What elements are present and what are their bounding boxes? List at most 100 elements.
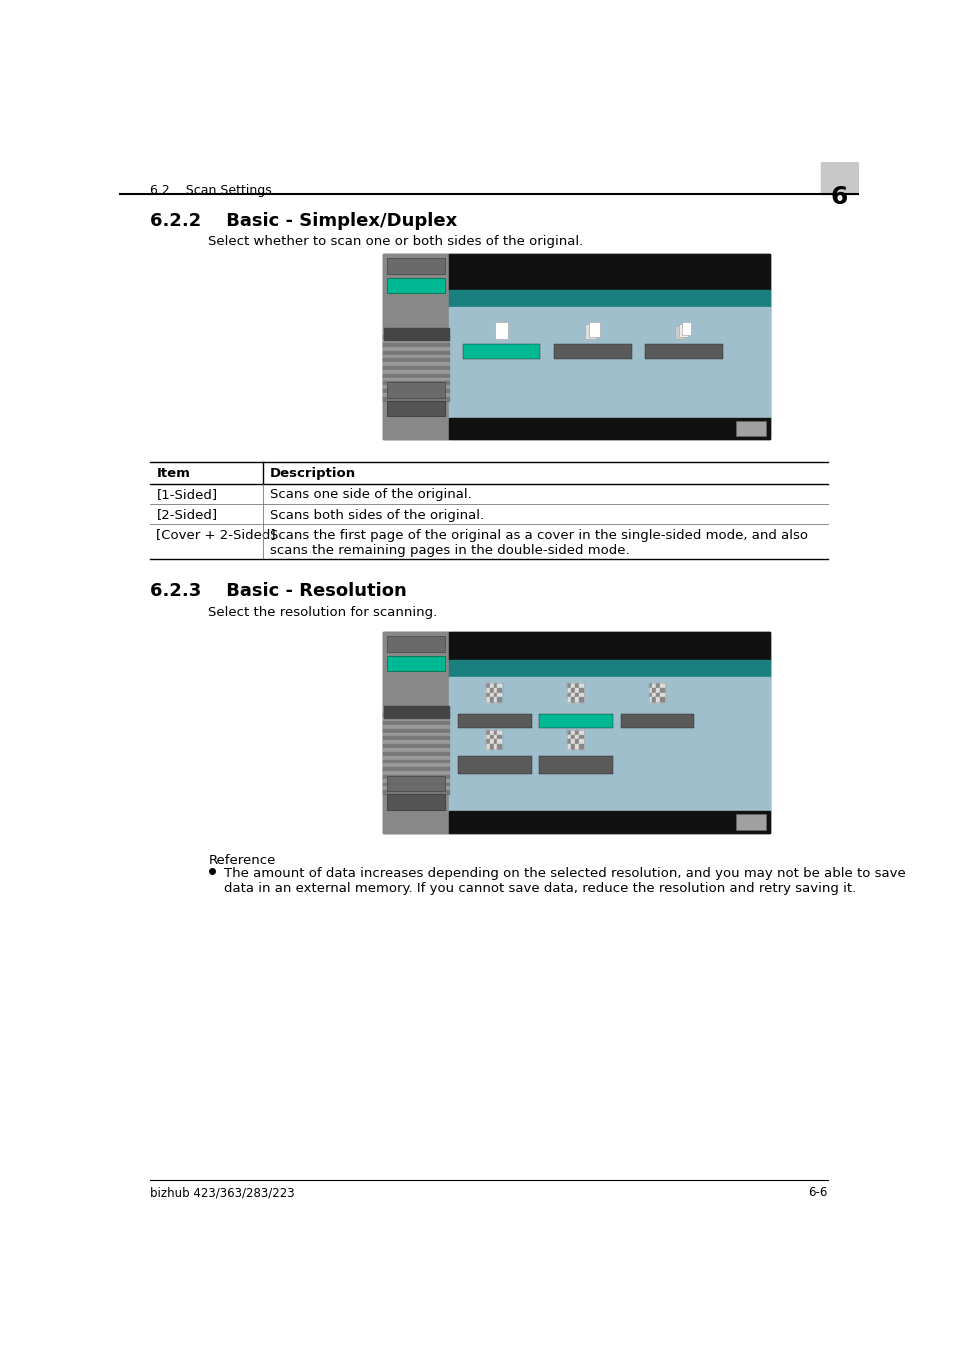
Text: Select the scan resolution.: Select the scan resolution.	[456, 640, 577, 649]
Bar	[493, 734, 497, 740]
Bar	[493, 688, 497, 693]
Bar	[495, 323, 507, 339]
Bar	[575, 734, 578, 740]
Bar	[386, 656, 444, 671]
Bar	[659, 688, 663, 693]
Bar	[567, 683, 583, 702]
Text: Save Document > Scan Settings > Resolution: Save Document > Scan Settings > Resoluti…	[455, 664, 647, 674]
Text: [Cover + 2-Sided]: [Cover + 2-Sided]	[156, 528, 275, 541]
Bar	[575, 688, 578, 693]
Bar	[578, 693, 582, 697]
Bar	[820, 162, 858, 194]
Bar	[485, 744, 489, 749]
Bar	[736, 421, 765, 436]
Bar	[382, 339, 448, 343]
Bar	[382, 729, 448, 733]
Bar	[489, 697, 493, 702]
Bar	[485, 730, 502, 749]
Bar	[382, 632, 448, 833]
Bar	[382, 740, 448, 744]
Text: User Box: User Box	[387, 707, 418, 714]
Bar	[578, 697, 582, 702]
Bar	[656, 697, 659, 702]
Text: ◆ box01: ◆ box01	[392, 721, 420, 728]
Text: 2-Sided: 2-Sided	[577, 347, 608, 356]
Bar	[656, 683, 659, 688]
Bar	[648, 683, 665, 702]
Bar	[382, 771, 448, 775]
Text: 6: 6	[830, 185, 847, 209]
Bar	[386, 278, 444, 293]
Bar	[493, 693, 497, 697]
Bar	[382, 748, 448, 752]
Bar	[578, 740, 582, 744]
Text: [1-Sided]: [1-Sided]	[156, 489, 217, 501]
Bar	[489, 734, 493, 740]
Bar	[485, 683, 502, 702]
Bar	[645, 344, 722, 359]
Text: OK: OK	[743, 424, 757, 433]
Bar	[382, 763, 448, 767]
Bar	[382, 335, 448, 339]
Bar	[386, 636, 444, 652]
Bar	[485, 740, 489, 744]
Bar	[382, 775, 448, 779]
Text: 600x600dpi
(Ultra-Fine): 600x600dpi (Ultra-Fine)	[555, 759, 596, 772]
Bar	[382, 385, 448, 389]
Bar	[382, 351, 448, 355]
Text: bizhub 423/363/283/223: bizhub 423/363/283/223	[150, 1187, 294, 1199]
Bar	[448, 632, 769, 660]
Bar	[575, 744, 578, 749]
Bar	[575, 730, 578, 734]
Bar	[493, 740, 497, 744]
Bar	[538, 756, 612, 774]
Bar	[382, 736, 448, 740]
Bar	[462, 344, 539, 359]
Bar	[567, 730, 571, 734]
Bar	[382, 382, 448, 385]
Text: The amount of data increases depending on the selected resolution, and you may n: The amount of data increases depending o…	[224, 867, 904, 895]
Bar	[382, 733, 448, 736]
Bar	[382, 393, 448, 397]
Bar	[567, 734, 571, 740]
Text: Select if you wish to scan 1-sided, 2-sided
or cover + 2-sided.: Select if you wish to scan 1-sided, 2-si…	[456, 262, 646, 282]
Bar	[493, 730, 497, 734]
Bar	[648, 697, 652, 702]
Bar	[382, 779, 448, 783]
Bar	[382, 254, 448, 439]
Text: 12/28/2009  11:57
Memory       99%: 12/28/2009 11:57 Memory 99%	[455, 423, 519, 435]
Bar	[382, 362, 448, 366]
Bar	[567, 688, 571, 693]
Bar	[382, 374, 448, 378]
Bar	[448, 678, 769, 811]
Bar	[384, 706, 448, 718]
Bar	[497, 740, 500, 744]
Bar	[489, 683, 493, 688]
Text: Toner level k|: Toner level k|	[384, 825, 420, 830]
Bar	[448, 417, 769, 439]
Bar	[578, 734, 582, 740]
Bar	[538, 714, 612, 728]
Bar	[485, 697, 489, 702]
Text: Save Document > Scan Settings > Simplex/Duplex: Save Document > Scan Settings > Simplex/…	[455, 294, 669, 302]
Bar	[382, 347, 448, 351]
Bar	[648, 693, 652, 697]
Text: 400x400dpi
(Super-Fine): 400x400dpi (Super-Fine)	[473, 759, 515, 772]
Text: Scans one side of the original.: Scans one side of the original.	[270, 489, 471, 501]
Bar	[382, 254, 769, 439]
Text: 6-6: 6-6	[807, 1187, 827, 1199]
Bar	[448, 811, 769, 833]
Bar	[382, 378, 448, 382]
Bar	[620, 714, 694, 728]
Bar	[578, 688, 582, 693]
Bar	[571, 697, 575, 702]
Bar	[386, 794, 444, 810]
Bar	[386, 401, 444, 416]
Bar	[588, 323, 599, 336]
Bar	[578, 744, 582, 749]
Text: De-
tail: De- tail	[410, 404, 420, 414]
Bar	[382, 767, 448, 771]
Bar	[567, 730, 583, 749]
Bar	[571, 744, 575, 749]
Bar	[485, 693, 489, 697]
